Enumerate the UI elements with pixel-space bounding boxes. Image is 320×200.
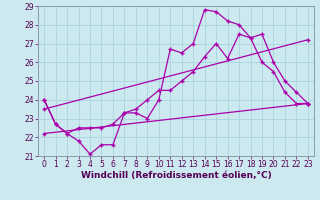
X-axis label: Windchill (Refroidissement éolien,°C): Windchill (Refroidissement éolien,°C) bbox=[81, 171, 271, 180]
